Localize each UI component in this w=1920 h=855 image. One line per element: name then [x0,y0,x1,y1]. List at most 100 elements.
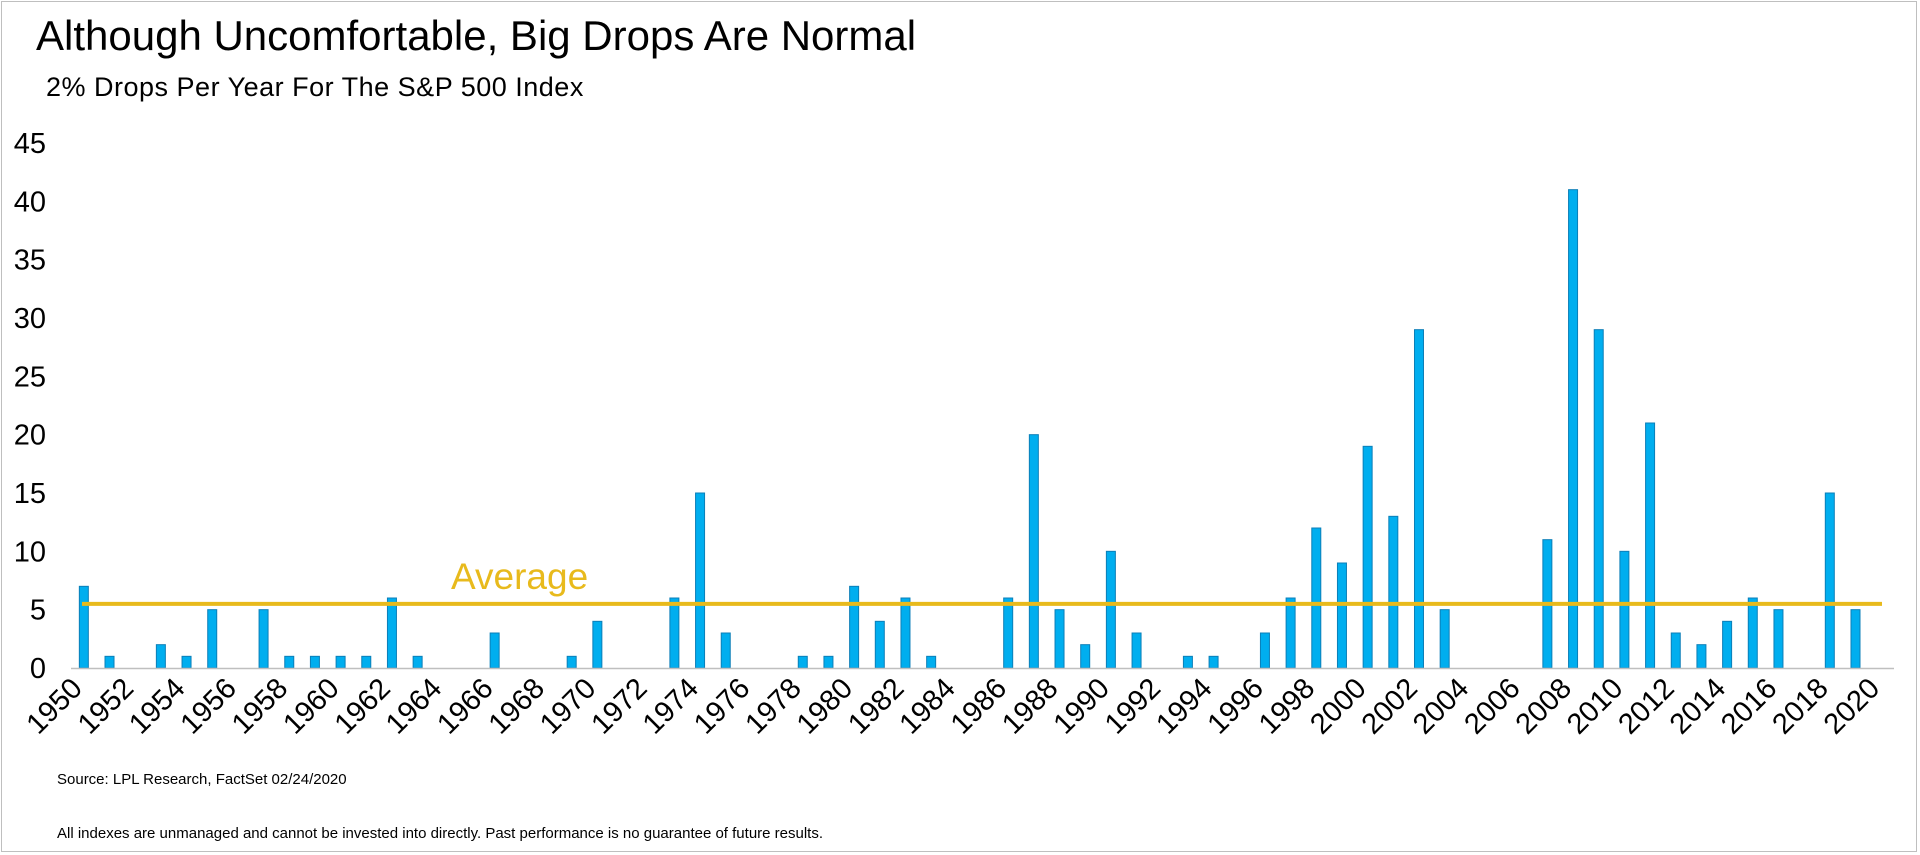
x-tick-label: 2016 [1715,672,1783,740]
bar-2012 [1670,632,1681,669]
bar-1958 [284,655,295,669]
y-tick-label: 15 [14,478,46,510]
x-tick-label: 1958 [226,672,294,740]
bar-1973 [669,597,680,669]
bar-1961 [361,655,372,669]
bar-1998 [1311,527,1322,669]
bar-1981 [874,620,885,669]
x-tick-label: 1966 [431,672,499,740]
x-tick-label: 2014 [1664,672,1732,740]
x-tick-label: 1972 [585,672,653,740]
x-tick-label: 2012 [1612,672,1680,740]
bar-1978 [797,655,808,669]
chart-title: Although Uncomfortable, Big Drops Are No… [36,12,917,59]
y-tick-label: 0 [30,653,46,685]
source-note: Source: LPL Research, FactSet 02/24/2020 [57,771,347,788]
y-tick-label: 25 [14,361,46,393]
y-tick-label: 45 [14,128,46,160]
bar-2019 [1850,609,1861,669]
x-tick-label: 2002 [1356,672,1424,740]
bar-1990 [1105,550,1116,669]
disclaimer-note: All indexes are unmanaged and cannot be … [57,825,824,842]
y-tick-label: 40 [14,186,46,218]
bar-1950 [78,585,89,669]
bar-1966 [489,632,500,669]
bar-1962 [386,597,397,669]
bar-1954 [181,655,192,669]
x-tick-label: 1974 [637,672,705,740]
x-tick-label: 1998 [1253,672,1321,740]
bars [78,189,1861,669]
x-tick-label: 1984 [894,672,962,740]
x-axis-ticks: 1950195219541956195819601962196419661968… [21,672,1887,740]
bar-1999 [1336,562,1347,669]
bar-1959 [309,655,320,669]
bar-2000 [1362,445,1373,669]
bar-2002 [1413,329,1424,669]
bar-1997 [1285,597,1296,669]
bar-1975 [720,632,731,669]
x-tick-label: 1980 [791,672,859,740]
x-tick-label: 1978 [739,672,807,740]
y-tick-label: 30 [14,303,46,335]
bar-1994 [1208,655,1219,669]
bar-1996 [1259,632,1270,669]
x-tick-label: 1960 [277,672,345,740]
bar-1957 [258,609,269,669]
x-tick-label: 2000 [1304,672,1372,740]
bar-2016 [1773,609,1784,669]
bar-2014 [1722,620,1733,669]
chart-subtitle: 2% Drops Per Year For The S&P 500 Index [46,72,584,102]
y-axis-ticks: 0 5 10 15 20 25 30 35 40 45 [14,128,46,685]
bar-1989 [1080,644,1091,669]
x-tick-label: 1982 [842,672,910,740]
bar-2003 [1439,609,1450,669]
x-tick-label: 1954 [123,672,191,740]
y-tick-label: 5 [30,595,46,627]
y-tick-label: 35 [14,245,46,277]
bar-1983 [926,655,937,669]
bar-1987 [1028,434,1039,669]
x-tick-label: 1990 [1048,672,1116,740]
x-tick-label: 2006 [1458,672,1526,740]
bar-1974 [695,492,706,669]
bar-1955 [207,609,218,669]
bar-1982 [900,597,911,669]
y-tick-label: 10 [14,536,46,568]
bar-1951 [104,655,115,669]
bar-2010 [1619,550,1630,669]
x-tick-label: 1994 [1150,672,1218,740]
x-tick-label: 1996 [1202,672,1270,740]
bar-2013 [1696,644,1707,669]
x-tick-label: 1988 [996,672,1064,740]
bar-1991 [1131,632,1142,669]
bar-1980 [849,585,860,669]
bar-1963 [412,655,423,669]
bar-1986 [1003,597,1014,669]
average-label: Average [451,556,588,597]
x-tick-label: 2004 [1407,672,1475,740]
bar-1970 [592,620,603,669]
x-tick-label: 2008 [1510,672,1578,740]
bar-1953 [155,644,166,669]
x-tick-label: 1962 [329,672,397,740]
bar-chart: 0 5 10 15 20 25 30 35 40 45 195019521954195619581… [14,128,1894,741]
x-tick-label: 1968 [483,672,551,740]
x-tick-label: 1956 [175,672,243,740]
y-tick-label: 20 [14,420,46,452]
bar-2011 [1645,422,1656,669]
bar-2001 [1388,515,1399,669]
x-tick-label: 1952 [72,672,140,740]
x-tick-label: 2010 [1561,672,1629,740]
bar-1960 [335,655,346,669]
x-tick-label: 1986 [945,672,1013,740]
bar-1969 [566,655,577,669]
x-tick-label: 2020 [1818,672,1886,740]
bar-2015 [1747,597,1758,669]
x-tick-label: 1976 [688,672,756,740]
x-tick-label: 1964 [380,672,448,740]
bar-2008 [1568,189,1579,669]
bar-2009 [1593,329,1604,669]
x-tick-label: 1992 [1099,672,1167,740]
